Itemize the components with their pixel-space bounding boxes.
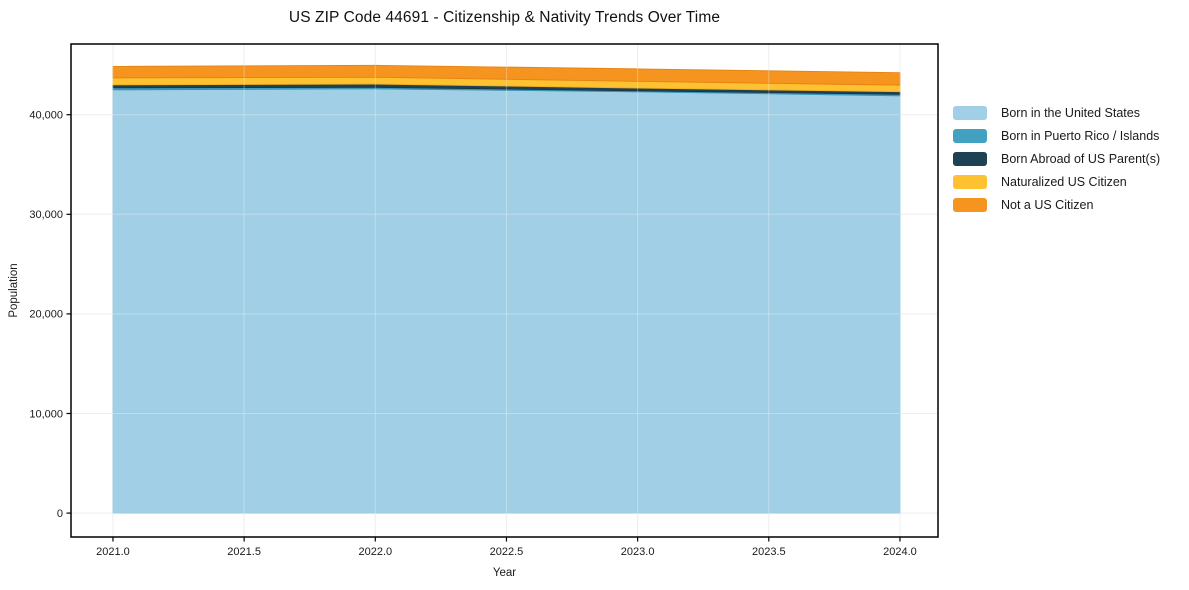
x-tick-label: 2023.0 [621, 546, 655, 558]
y-tick-label: 40,000 [29, 110, 63, 122]
legend-item: Not a US Citizen [953, 198, 1160, 212]
legend-swatch [953, 198, 987, 212]
y-tick-label: 20,000 [29, 309, 63, 321]
legend-swatch [953, 152, 987, 166]
legend-item: Born Abroad of US Parent(s) [953, 152, 1160, 166]
legend-label: Naturalized US Citizen [1001, 175, 1127, 189]
legend-item: Born in the United States [953, 106, 1160, 120]
chart-title: US ZIP Code 44691 - Citizenship & Nativi… [288, 9, 721, 26]
y-tick-label: 0 [57, 508, 63, 520]
x-tick-label: 2022.5 [490, 546, 524, 558]
legend-item: Naturalized US Citizen [953, 175, 1160, 189]
legend-label: Born in the United States [1001, 106, 1140, 120]
legend-swatch [953, 175, 987, 189]
x-tick-label: 2023.5 [752, 546, 786, 558]
legend: Born in the United States Born in Puerto … [953, 106, 1160, 212]
legend-label: Born in Puerto Rico / Islands [1001, 129, 1160, 143]
y-tick-label: 30,000 [29, 209, 63, 221]
x-tick-label: 2024.0 [883, 546, 917, 558]
legend-item: Born in Puerto Rico / Islands [953, 129, 1160, 143]
x-axis-label: Year [493, 567, 516, 579]
legend-swatch [953, 106, 987, 120]
area-series [112, 64, 901, 86]
x-tick-label: 2021.0 [96, 546, 130, 558]
legend-label: Not a US Citizen [1001, 198, 1094, 212]
legend-swatch [953, 129, 987, 143]
x-tick-label: 2021.5 [227, 546, 261, 558]
plot-frame [70, 43, 939, 538]
y-tick-label: 10,000 [29, 408, 63, 420]
y-axis-label: Population [8, 263, 20, 317]
x-tick-label: 2022.0 [358, 546, 392, 558]
legend-label: Born Abroad of US Parent(s) [1001, 152, 1161, 166]
